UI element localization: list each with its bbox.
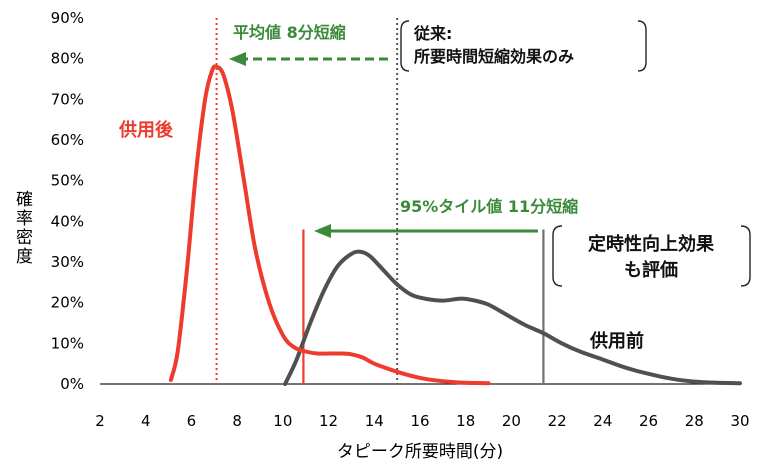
note-top-left-bracket (400, 20, 410, 72)
note-top: 従来: 所要時間短縮効果のみ (400, 20, 647, 72)
x-tick-label: 28 (685, 412, 704, 430)
series-line (283, 249, 742, 386)
note-mid-right-bracket (740, 225, 751, 287)
x-tick-label: 18 (456, 412, 475, 430)
y-tick-label: 10% (51, 334, 84, 352)
y-tick-label: 40% (51, 212, 84, 230)
x-tick-label: 6 (187, 412, 197, 430)
note-top-right-bracket (637, 20, 647, 72)
after-series-label: 供用後 (118, 119, 174, 141)
y-tick-label: 30% (51, 253, 84, 271)
x-tick-label: 26 (639, 412, 658, 430)
y-axis-title: 確率密度 (12, 190, 33, 266)
x-axis-title: タピーク所要時間(分) (337, 442, 503, 462)
y-tick-label: 80% (51, 50, 84, 68)
series-line (168, 64, 491, 386)
series-lines (168, 64, 742, 386)
y-tick-label: 90% (51, 9, 84, 27)
y-tick-label: 50% (51, 172, 84, 190)
x-tick-label: 16 (410, 412, 429, 430)
arrows (229, 52, 538, 238)
mean-arrow-head (229, 52, 246, 66)
x-tick-label: 24 (593, 412, 612, 430)
x-tick-label: 20 (502, 412, 521, 430)
note-mid: 定時性向上効果 も評価 (552, 225, 751, 287)
x-tick-label: 4 (141, 412, 151, 430)
note-mid-line2: も評価 (624, 259, 678, 281)
x-tick-label: 14 (365, 412, 384, 430)
x-tick-label: 22 (548, 412, 567, 430)
note-mid-left-bracket (552, 225, 563, 287)
before-series-label: 供用前 (589, 330, 644, 352)
y-tick-label: 60% (51, 131, 84, 149)
note-top-line1: 従来: (413, 24, 452, 43)
y-tick-label: 0% (60, 375, 84, 393)
note-mid-line1: 定時性向上効果 (588, 233, 715, 255)
reference-lines (215, 18, 545, 384)
y-tick-label: 20% (51, 294, 84, 312)
y-tick-label: 70% (51, 90, 84, 108)
x-tick-label: 30 (730, 412, 749, 430)
x-tick-label: 10 (273, 412, 292, 430)
x-tick-labels: 2 4 6 8 10 12 14 16 18 20 22 24 26 28 30 (95, 412, 749, 430)
x-tick-label: 8 (232, 412, 242, 430)
x-tick-label: 12 (319, 412, 338, 430)
p95-arrow-label: 95%タイル値 11分短縮 (400, 197, 578, 216)
y-tick-labels: 0% 10% 20% 30% 40% 50% 60% 70% 80% 90% (51, 9, 84, 393)
note-top-line2: 所要時間短縮効果のみ (414, 47, 574, 66)
p95-arrow-head (314, 224, 331, 238)
x-tick-label: 2 (95, 412, 105, 430)
mean-arrow-label: 平均値 8分短縮 (233, 23, 346, 42)
